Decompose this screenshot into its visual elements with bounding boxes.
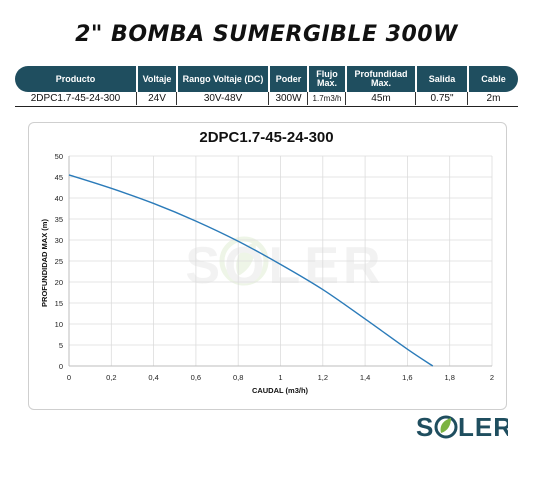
- header-rango-voltaje: Rango Voltaje (DC): [182, 73, 264, 84]
- x-tick-label: 1: [278, 373, 282, 382]
- chart-axes: 0 5 10 15 20 25 30 35 40 45 50 0 0,2 0,4 0,6 0,8 1 1,2 1,4…: [55, 152, 494, 382]
- header-divider: [268, 66, 270, 92]
- y-tick-label: 30: [55, 236, 63, 245]
- y-tick-label: 5: [59, 341, 63, 350]
- cell-rango-voltaje: 30V-48V: [203, 93, 243, 104]
- y-tick-label: 35: [55, 215, 63, 224]
- x-axis-label: CAUDAL (m3/h): [252, 386, 309, 395]
- leaf-icon: [440, 418, 451, 433]
- chart-series: [68, 174, 434, 367]
- x-tick-label: 1,2: [318, 373, 328, 382]
- cell-voltaje: 24V: [148, 93, 166, 104]
- cell-divider: [268, 92, 269, 105]
- spec-table-row: 2DPC1.7-45-24-300 24V 30V-48V 300W 1.7m3…: [15, 92, 518, 107]
- y-axis-label: PROFUNDIDAD MAX (m): [40, 219, 49, 307]
- cell-producto: 2DPC1.7-45-24-300: [30, 93, 121, 104]
- header-divider: [345, 66, 347, 92]
- header-divider: [415, 66, 417, 92]
- cell-divider: [467, 92, 468, 105]
- y-tick-label: 45: [55, 173, 63, 182]
- cell-salida: 0.75": [430, 93, 454, 104]
- spec-table: Producto Voltaje Rango Voltaje (DC) Pode…: [15, 66, 518, 107]
- header-divider: [176, 66, 178, 92]
- y-tick-label: 25: [55, 257, 63, 266]
- logo-letter-s: S: [416, 412, 434, 442]
- header-flujo-max: Flujo Max.: [316, 69, 338, 88]
- logo-o-ring: [434, 415, 458, 439]
- x-tick-label: 0,4: [148, 373, 158, 382]
- cell-divider: [345, 92, 346, 105]
- series-line-0: [68, 174, 434, 367]
- header-poder: Poder: [275, 73, 302, 84]
- cell-divider: [176, 92, 177, 105]
- x-tick-label: 2: [490, 373, 494, 382]
- spec-table-header: Producto Voltaje Rango Voltaje (DC) Pode…: [15, 66, 518, 92]
- x-tick-label: 1,4: [360, 373, 370, 382]
- header-divider: [467, 66, 469, 92]
- header-divider: [307, 66, 309, 92]
- cell-flujo-max: 1.7m3/h: [312, 94, 342, 103]
- cell-divider: [136, 92, 137, 105]
- cell-cable: 2m: [486, 93, 501, 104]
- chart-gridlines: [68, 155, 493, 367]
- x-tick-label: 0,8: [233, 373, 243, 382]
- header-producto: Producto: [55, 73, 96, 84]
- header-voltaje: Voltaje: [142, 73, 172, 84]
- x-tick-label: 1,8: [444, 373, 454, 382]
- y-tick-label: 15: [55, 299, 63, 308]
- header-divider: [136, 66, 138, 92]
- cell-poder: 300W: [275, 93, 302, 104]
- chart-title: 2DPC1.7-45-24-300: [199, 129, 334, 146]
- cell-divider: [307, 92, 308, 105]
- x-tick-label: 0: [67, 373, 71, 382]
- page-title: 2" BOMBA SUMERGIBLE 300W: [75, 22, 458, 47]
- watermark-text: SOLER: [185, 237, 384, 295]
- soler-logo: S LER: [416, 412, 508, 442]
- y-tick-label: 10: [55, 320, 63, 329]
- y-tick-label: 0: [59, 362, 63, 371]
- header-profundidad-max: Profundidad Max.: [354, 69, 408, 88]
- watermark-logo: SOLER: [185, 236, 384, 295]
- cell-profundidad-max: 45m: [371, 93, 391, 104]
- x-tick-label: 1,6: [402, 373, 412, 382]
- y-tick-label: 20: [55, 278, 63, 287]
- y-tick-label: 50: [55, 152, 63, 161]
- logo-letters-ler: LER: [458, 412, 508, 442]
- y-tick-label: 40: [55, 194, 63, 203]
- x-tick-label: 0,2: [106, 373, 116, 382]
- header-cable: Cable: [481, 73, 506, 84]
- cell-divider: [415, 92, 416, 105]
- x-tick-label: 0,6: [191, 373, 201, 382]
- header-salida: Salida: [428, 73, 456, 84]
